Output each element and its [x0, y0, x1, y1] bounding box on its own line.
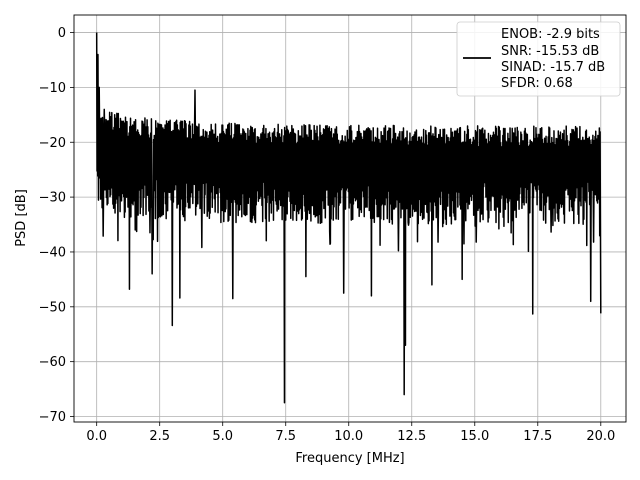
y-tick-label: −40	[39, 245, 66, 260]
y-tick-label: −30	[39, 191, 66, 206]
x-tick-label: 0.0	[86, 429, 107, 444]
x-tick-label: 10.0	[334, 429, 363, 444]
x-tick-label: 5.0	[212, 429, 233, 444]
y-tick-label: −10	[39, 81, 66, 96]
legend-box	[456, 21, 621, 97]
y-tick-label: 0	[58, 26, 66, 41]
legend-sinad: SINAD: -15.7 dB	[501, 60, 605, 75]
y-tick-label: −20	[39, 136, 66, 151]
plot-frame	[73, 14, 627, 423]
legend: ENOB: -2.9 bits SNR: -15.53 dB SINAD: -1…	[456, 21, 621, 97]
x-axis-ticks: 0.0 2.5 5.0 7.5 10.0 12.5 15.0 17.5 20.0	[86, 422, 615, 444]
psd-series	[95, 32, 602, 404]
y-tick-label: −70	[39, 410, 66, 425]
x-tick-label: 2.5	[149, 429, 170, 444]
x-tick-label: 12.5	[397, 429, 426, 444]
y-tick-label: −60	[39, 355, 66, 370]
legend-enob: ENOB: -2.9 bits	[501, 27, 600, 42]
x-axis-label: Frequency [MHz]	[295, 451, 404, 466]
x-tick-label: 15.0	[460, 429, 489, 444]
y-tick-label: −50	[39, 300, 66, 315]
x-tick-label: 7.5	[275, 429, 296, 444]
x-tick-label: 17.5	[523, 429, 552, 444]
y-axis-label: PSD [dB]	[14, 189, 29, 247]
legend-snr: SNR: -15.53 dB	[501, 44, 599, 59]
y-axis-ticks: 0 −10 −20 −30 −40 −50 −60 −70	[39, 26, 74, 425]
psd-series-line-0	[95, 32, 602, 404]
legend-sfdr: SFDR: 0.68	[501, 76, 573, 91]
x-tick-label: 20.0	[586, 429, 615, 444]
